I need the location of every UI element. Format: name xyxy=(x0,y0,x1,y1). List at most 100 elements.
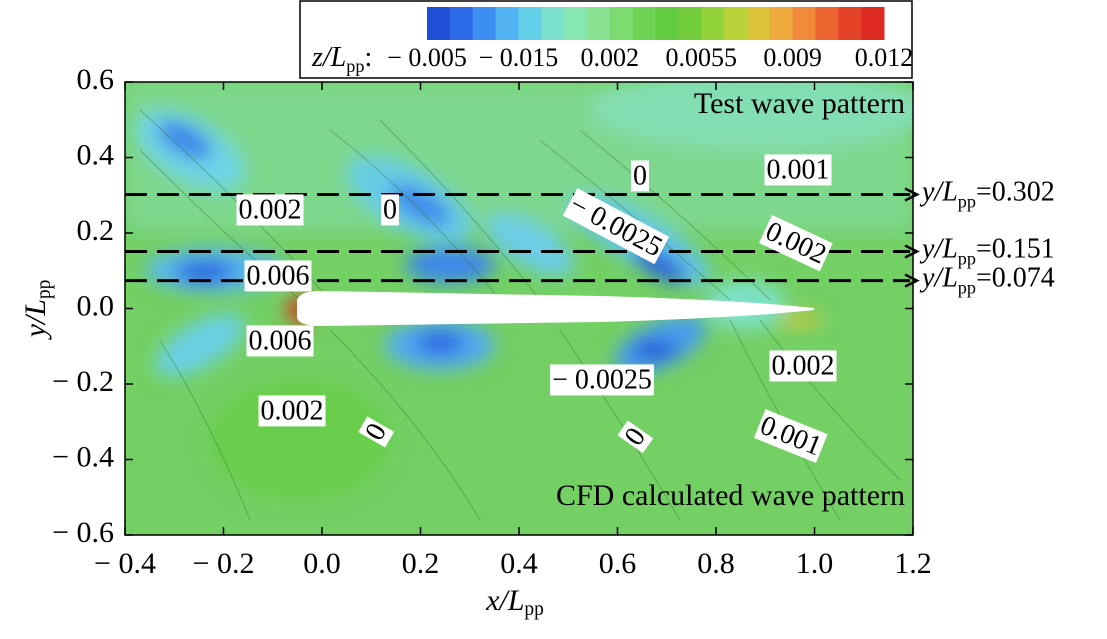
contour-label: 0.006 xyxy=(246,325,314,357)
contour-label-text: 0.001 xyxy=(767,154,830,185)
colorbar-swatch xyxy=(655,7,679,40)
contour-label-bg xyxy=(381,194,399,226)
label-sub: pp xyxy=(34,280,55,300)
colorbar-swatch xyxy=(838,7,862,40)
colorbar-tick-label: 0.009 xyxy=(763,43,822,72)
label-value: =0.074 xyxy=(976,263,1055,294)
contour-label-bg xyxy=(617,420,654,454)
reference-label: y/Lpp=0.074 xyxy=(919,263,1055,298)
y-tick-label: 0.2 xyxy=(77,214,115,247)
contour-label-bg xyxy=(764,154,832,186)
label-text: y/L xyxy=(919,234,958,265)
x-tick-label: 0.0 xyxy=(303,547,341,580)
label-text: z/L xyxy=(311,42,346,73)
label-sub: pp xyxy=(958,278,976,298)
contour-label-bg xyxy=(236,194,304,226)
contour-label: 0.002 xyxy=(769,350,837,382)
colorbar-swatch xyxy=(746,7,771,40)
contour-label-text: 0 xyxy=(383,194,397,225)
colorbar-swatch xyxy=(724,7,748,40)
y-tick-label: − 0.4 xyxy=(52,440,114,473)
x-tick-label: 1.2 xyxy=(894,547,932,580)
label-sub: pp xyxy=(524,599,544,620)
colorbar-swatch xyxy=(701,7,725,40)
colorbar-swatch xyxy=(678,7,702,40)
colorbar-tick-label: 0.002 xyxy=(581,43,640,72)
reference-label: y/Lpp=0.302 xyxy=(919,177,1055,212)
contour-label-bg xyxy=(758,214,833,272)
colorbar-swatch xyxy=(564,7,588,40)
label-text: y/L xyxy=(919,263,958,294)
label-suffix: : xyxy=(364,42,372,73)
contour-label: 0.001 xyxy=(764,154,832,186)
y-tick-label: 0.4 xyxy=(77,138,115,171)
contour-label-text: − 0.0025 xyxy=(552,364,652,395)
contour-label-bg xyxy=(562,188,670,265)
label-text: y/L xyxy=(919,177,958,208)
label-value: =0.302 xyxy=(976,177,1055,208)
contour-field xyxy=(125,82,913,535)
x-tick-label: 0.4 xyxy=(500,547,538,580)
colorbar-swatch xyxy=(586,7,611,40)
x-tick-label: 0.6 xyxy=(599,547,637,580)
y-tick-label: − 0.6 xyxy=(52,516,114,549)
colorbar-swatch xyxy=(792,7,816,40)
contour-label-text: 0.006 xyxy=(247,260,310,291)
contour-label-bg xyxy=(246,325,314,357)
contour-label-text: 0.002 xyxy=(261,395,324,426)
colorbar-swatch xyxy=(427,7,451,40)
colorbar-tick-label: − 0.015 xyxy=(479,43,559,72)
contour-label-bg xyxy=(631,160,649,192)
reference-arrow xyxy=(904,273,920,288)
contour-label-bg xyxy=(258,395,326,427)
contour-label-bg xyxy=(244,260,312,292)
colorbar-swatch xyxy=(495,7,519,40)
contour-label: − 0.0025 xyxy=(550,364,654,396)
colorbar-swatch xyxy=(861,7,885,40)
reference-arrow xyxy=(904,244,920,259)
x-tick-label: − 0.4 xyxy=(94,547,156,580)
y-tick-label: 0.0 xyxy=(77,289,115,322)
contour-label-bg xyxy=(358,416,395,448)
reference-arrow xyxy=(904,187,920,202)
contour-label: 0.002 xyxy=(236,194,304,226)
colorbar-swatch xyxy=(518,7,542,40)
label-sub: pp xyxy=(346,56,364,76)
colorbar-tick-label: − 0.005 xyxy=(387,43,467,72)
contour-label-text: 0.002 xyxy=(239,194,302,225)
contour-label: 0 xyxy=(381,194,399,226)
colorbar-swatch xyxy=(541,7,565,40)
axis-label: x/Lpp xyxy=(485,584,544,621)
contour-label-text: 0.002 xyxy=(772,350,835,381)
x-tick-label: − 0.2 xyxy=(193,547,255,580)
axis-label: y/Lpp xyxy=(19,280,56,341)
contour-label: 0.002 xyxy=(258,395,326,427)
contour-label: 0 xyxy=(631,160,649,192)
colorbar-swatch xyxy=(472,7,497,40)
contour-label-text: 0.006 xyxy=(249,325,312,356)
label-sub: pp xyxy=(958,249,976,269)
y-tick-label: 0.6 xyxy=(77,63,115,96)
colorbar-swatch xyxy=(815,7,839,40)
label-text: y/L xyxy=(19,299,52,340)
contour-label: 0.006 xyxy=(244,260,312,292)
axis-label: z/Lpp: xyxy=(311,42,372,76)
contour-label-text: 0 xyxy=(633,160,647,191)
contour-label-bg xyxy=(753,409,828,463)
colorbar-swatch xyxy=(449,7,474,40)
contour-label-bg xyxy=(769,350,837,382)
label-sub: pp xyxy=(958,192,976,212)
y-tick-label: − 0.2 xyxy=(52,365,114,398)
hull xyxy=(297,291,814,326)
annotation: CFD calculated wave pattern xyxy=(556,479,905,512)
x-tick-label: 1.0 xyxy=(796,547,834,580)
x-tick-label: 0.2 xyxy=(402,547,440,580)
colorbar-swatch xyxy=(632,7,656,40)
annotation: Test wave pattern xyxy=(694,87,905,120)
colorbar-swatch xyxy=(609,7,634,40)
colorbar-swatch xyxy=(769,7,794,40)
colorbar-tick-label: 0.012 xyxy=(855,43,914,72)
x-tick-label: 0.8 xyxy=(697,547,735,580)
contour-label-bg xyxy=(550,364,654,396)
label-value: =0.151 xyxy=(976,234,1055,265)
